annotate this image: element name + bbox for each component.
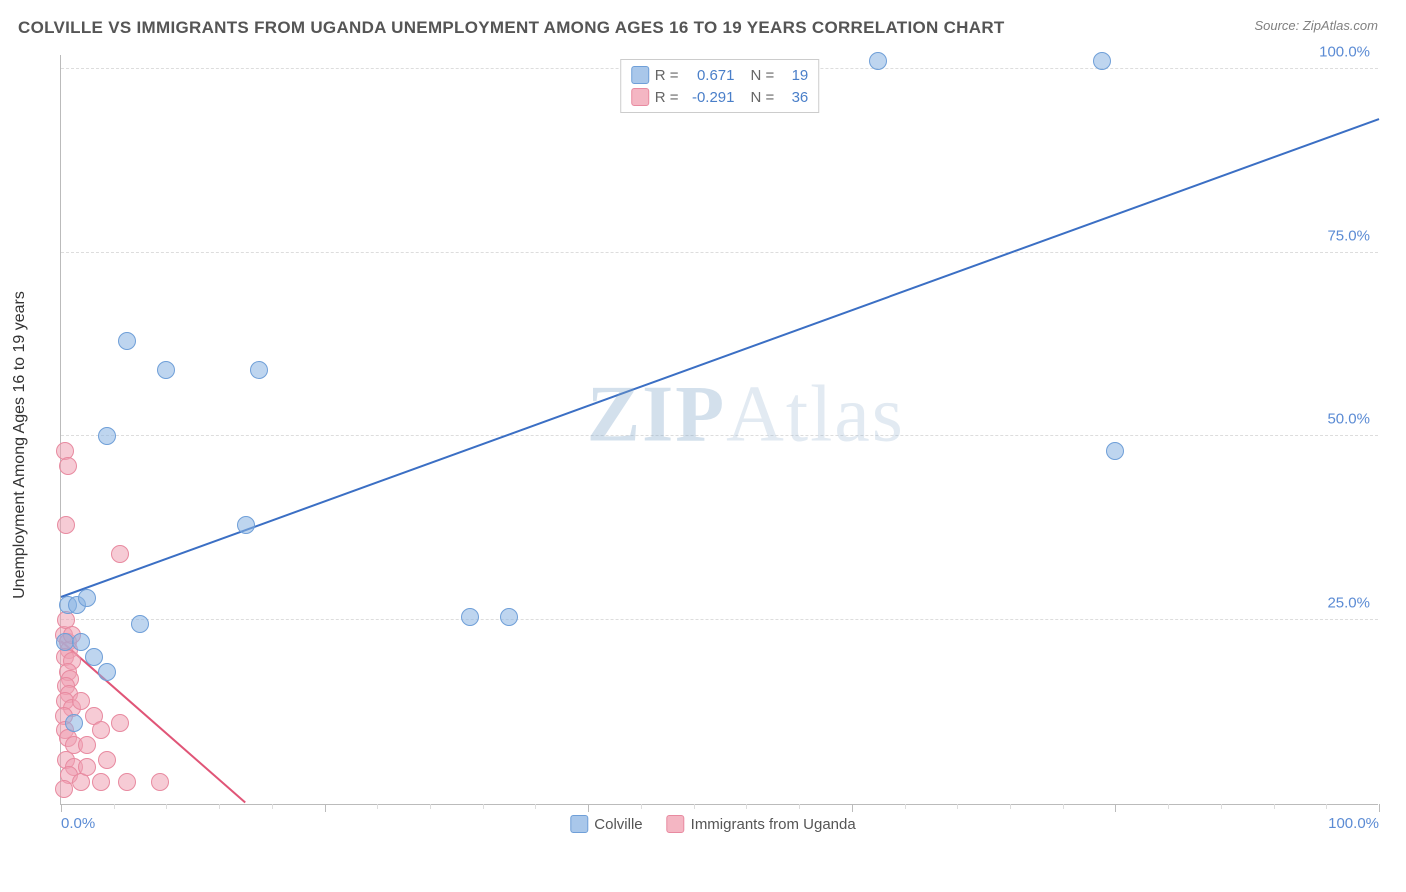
x-tick-minor — [1063, 804, 1064, 809]
scatter-point — [111, 714, 129, 732]
legend-swatch — [667, 815, 685, 833]
x-tick-minor — [694, 804, 695, 809]
scatter-point — [461, 608, 479, 626]
x-tick-major — [61, 804, 62, 812]
x-tick-minor — [377, 804, 378, 809]
legend-swatch — [570, 815, 588, 833]
legend-series-item: Immigrants from Uganda — [667, 815, 856, 833]
x-tick-minor — [483, 804, 484, 809]
r-value: -0.291 — [685, 89, 735, 106]
scatter-point — [98, 663, 116, 681]
plot-area: ZIPAtlas R = 0.671 N = 19 R = -0.291 N = 36 25.… — [60, 55, 1378, 805]
n-value: 19 — [780, 67, 808, 84]
scatter-point — [869, 52, 887, 70]
n-label: N = — [751, 89, 775, 106]
x-tick-minor — [114, 804, 115, 809]
gridline-h — [61, 619, 1378, 620]
watermark-left: ZIP — [587, 370, 726, 458]
scatter-point — [59, 457, 77, 475]
x-tick-major — [325, 804, 326, 812]
n-label: N = — [751, 67, 775, 84]
x-tick-major — [852, 804, 853, 812]
x-tick-minor — [430, 804, 431, 809]
header: COLVILLE VS IMMIGRANTS FROM UGANDA UNEMP… — [0, 0, 1406, 38]
series-legend: Colville Immigrants from Uganda — [570, 815, 855, 833]
scatter-point — [98, 751, 116, 769]
y-axis-label: Unemployment Among Ages 16 to 19 years — [11, 291, 29, 599]
scatter-point — [78, 589, 96, 607]
scatter-point — [72, 692, 90, 710]
legend-series-item: Colville — [570, 815, 642, 833]
trend-line — [61, 118, 1380, 598]
legend-stat-row: R = 0.671 N = 19 — [631, 64, 809, 86]
x-axis-label: 0.0% — [61, 815, 95, 832]
legend-series-label: Immigrants from Uganda — [691, 816, 856, 833]
x-tick-minor — [1326, 804, 1327, 809]
legend-swatch — [631, 66, 649, 84]
scatter-point — [151, 773, 169, 791]
gridline-h — [61, 252, 1378, 253]
r-label: R = — [655, 67, 679, 84]
r-value: 0.671 — [685, 67, 735, 84]
source-name: ZipAtlas.com — [1303, 18, 1378, 33]
x-tick-minor — [1010, 804, 1011, 809]
x-tick-minor — [1168, 804, 1169, 809]
watermark: ZIPAtlas — [587, 369, 905, 460]
scatter-point — [500, 608, 518, 626]
x-tick-minor — [1274, 804, 1275, 809]
x-tick-minor — [957, 804, 958, 809]
chart-container: Unemployment Among Ages 16 to 19 years Z… — [48, 55, 1378, 835]
y-tick-label: 100.0% — [1319, 43, 1370, 60]
legend-stat-row: R = -0.291 N = 36 — [631, 86, 809, 108]
chart-title: COLVILLE VS IMMIGRANTS FROM UGANDA UNEMP… — [18, 18, 1005, 38]
scatter-point — [250, 361, 268, 379]
scatter-point — [65, 714, 83, 732]
scatter-point — [57, 516, 75, 534]
scatter-point — [55, 780, 73, 798]
y-tick-label: 75.0% — [1327, 227, 1370, 244]
x-tick-minor — [905, 804, 906, 809]
scatter-point — [92, 773, 110, 791]
n-value: 36 — [780, 89, 808, 106]
x-tick-minor — [746, 804, 747, 809]
scatter-point — [85, 648, 103, 666]
x-tick-major — [1379, 804, 1380, 812]
gridline-h — [61, 435, 1378, 436]
scatter-point — [111, 545, 129, 563]
x-tick-minor — [799, 804, 800, 809]
scatter-point — [72, 633, 90, 651]
y-tick-label: 25.0% — [1327, 595, 1370, 612]
scatter-point — [78, 758, 96, 776]
scatter-point — [78, 736, 96, 754]
x-tick-minor — [219, 804, 220, 809]
watermark-right: Atlas — [726, 370, 905, 458]
scatter-point — [131, 615, 149, 633]
r-label: R = — [655, 89, 679, 106]
x-axis-label: 100.0% — [1328, 815, 1379, 832]
correlation-legend: R = 0.671 N = 19 R = -0.291 N = 36 — [620, 59, 820, 113]
legend-swatch — [631, 88, 649, 106]
source-prefix: Source: — [1254, 18, 1302, 33]
x-tick-minor — [166, 804, 167, 809]
scatter-point — [157, 361, 175, 379]
x-tick-minor — [641, 804, 642, 809]
y-tick-label: 50.0% — [1327, 411, 1370, 428]
x-tick-minor — [535, 804, 536, 809]
scatter-point — [98, 427, 116, 445]
scatter-point — [118, 773, 136, 791]
scatter-point — [92, 721, 110, 739]
source-attribution: Source: ZipAtlas.com — [1254, 18, 1378, 33]
x-tick-minor — [1221, 804, 1222, 809]
scatter-point — [1106, 442, 1124, 460]
scatter-point — [1093, 52, 1111, 70]
x-tick-minor — [272, 804, 273, 809]
legend-series-label: Colville — [594, 816, 642, 833]
x-tick-major — [588, 804, 589, 812]
scatter-point — [237, 516, 255, 534]
scatter-point — [118, 332, 136, 350]
x-tick-major — [1115, 804, 1116, 812]
